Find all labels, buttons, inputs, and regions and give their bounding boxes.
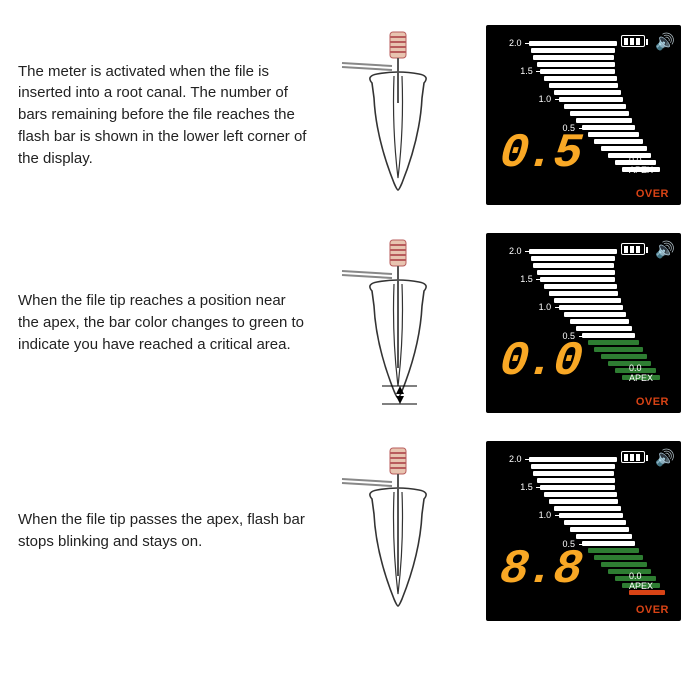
meter-bar (564, 104, 625, 109)
meter-bar (554, 298, 621, 303)
battery-icon (621, 243, 645, 255)
scale-tick: 1.5 (520, 482, 533, 492)
apex-display: 2.01.51.00.5 🔊 0.5 0.0APEX OVER (486, 25, 681, 205)
instruction-row-1: When the file tip reaches a position nea… (18, 233, 682, 413)
meter-bar (537, 270, 615, 275)
tooth-diagram (322, 28, 472, 203)
over-label: OVER (636, 604, 669, 616)
meter-bar (529, 249, 617, 254)
scale-tick: 1.5 (520, 274, 533, 284)
meter-bar (529, 41, 617, 46)
meter-bar (570, 111, 629, 116)
apex-label: 0.0APEX (629, 363, 653, 383)
meter-bar (570, 319, 629, 324)
apex-display: 2.01.51.00.5 🔊 0.0 0.0APEX OVER (486, 233, 681, 413)
meter-bar (533, 263, 614, 268)
meter-bar (564, 520, 625, 525)
depth-reading: 8.8 (498, 543, 583, 597)
scale-tick: 1.0 (539, 94, 552, 104)
meter-bar (549, 83, 619, 88)
scale-tick: 1.0 (539, 302, 552, 312)
meter-bar (582, 333, 636, 338)
depth-reading: 0.0 (498, 335, 583, 389)
meter-bar (601, 146, 647, 151)
scale-tick: 1.5 (520, 66, 533, 76)
instruction-text: The meter is activated when the file is … (18, 61, 308, 170)
meter-bar (544, 492, 616, 497)
meter-bar (594, 347, 642, 352)
meter-bar (533, 471, 614, 476)
meter-bar (531, 256, 615, 261)
tooth-diagram (322, 236, 472, 411)
battery-icon (621, 451, 645, 463)
over-label: OVER (636, 396, 669, 408)
depth-reading: 0.5 (498, 127, 583, 181)
meter-bar (588, 132, 639, 137)
meter-bar (564, 312, 625, 317)
meter-bar (540, 485, 615, 490)
meter-bar (554, 506, 621, 511)
meter-bar (588, 548, 639, 553)
meter-bar (531, 464, 615, 469)
instruction-text: When the file tip reaches a position nea… (18, 290, 308, 355)
meter-bar (559, 513, 623, 518)
tooth-diagram (322, 444, 472, 619)
scale-tick: 2.0 (509, 246, 522, 256)
meter-bar (588, 340, 639, 345)
meter-bar (582, 541, 636, 546)
meter-bar (594, 555, 642, 560)
meter-bar (559, 305, 623, 310)
apex-label: 0.0APEX (629, 155, 653, 175)
battery-icon (621, 35, 645, 47)
instruction-row-2: When the file tip passes the apex, flash… (18, 441, 682, 621)
speaker-icon: 🔊 (655, 448, 675, 468)
meter-bar (570, 527, 629, 532)
scale-tick: 1.0 (539, 510, 552, 520)
apex-display: 2.01.51.00.5 🔊 8.8 0.0APEX OVER (486, 441, 681, 621)
speaker-icon: 🔊 (655, 240, 675, 260)
instruction-text: When the file tip passes the apex, flash… (18, 509, 308, 553)
meter-bar (594, 139, 642, 144)
speaker-icon: 🔊 (655, 32, 675, 52)
meter-bar (549, 499, 619, 504)
meter-bar (554, 90, 621, 95)
meter-bar (544, 76, 616, 81)
meter-bar (537, 62, 615, 67)
over-label: OVER (636, 188, 669, 200)
meter-bar (582, 125, 636, 130)
meter-bar (576, 326, 632, 331)
apex-label: 0.0APEX (629, 571, 653, 591)
meter-bar (531, 48, 615, 53)
meter-bar (533, 55, 614, 60)
meter-bar (576, 118, 632, 123)
scale-tick: 2.0 (509, 38, 522, 48)
meter-bar (529, 457, 617, 462)
meter-bar (537, 478, 615, 483)
scale-tick: 2.0 (509, 454, 522, 464)
instruction-row-0: The meter is activated when the file is … (18, 25, 682, 205)
meter-bar (601, 354, 647, 359)
meter-bar (559, 97, 623, 102)
meter-bar (540, 69, 615, 74)
meter-bar (549, 291, 619, 296)
meter-bar (540, 277, 615, 282)
meter-bar (601, 562, 647, 567)
meter-bar (544, 284, 616, 289)
meter-bar (576, 534, 632, 539)
